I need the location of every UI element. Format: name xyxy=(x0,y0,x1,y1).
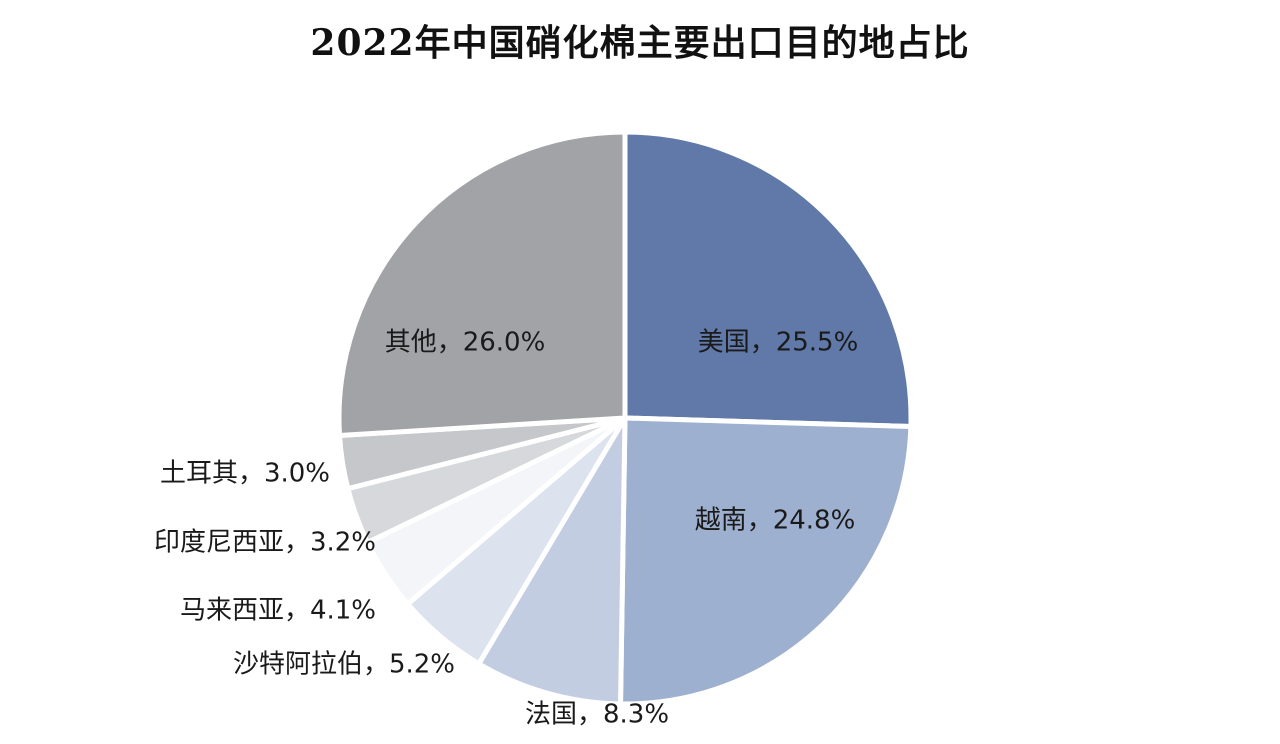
pie-slice-1 xyxy=(618,415,914,707)
slice-label-1: 越南，24.8% xyxy=(695,506,856,536)
chart-title: 2022年中国硝化棉主要出口目的地占比 xyxy=(310,22,970,64)
pie-slice-0 xyxy=(622,129,914,430)
slice-label-7: 其他，26.0% xyxy=(385,328,546,358)
pie-slice-2 xyxy=(476,415,628,707)
slice-label-2: 法国，8.3% xyxy=(525,700,669,730)
slice-label-0: 美国，25.5% xyxy=(698,328,859,358)
slice-label-5: 印度尼西亚，3.2% xyxy=(154,528,376,558)
slice-label-3: 沙特阿拉伯，5.2% xyxy=(233,650,455,680)
pie-slices xyxy=(336,129,914,707)
pie-slice-7 xyxy=(336,129,628,438)
slice-label-6: 土耳其，3.0% xyxy=(160,459,330,489)
slice-label-4: 马来西亚，4.1% xyxy=(180,596,376,626)
pie-labels: 美国，25.5% 越南，24.8% 法国，8.3% 沙特阿拉伯，5.2% 马来西亚，4.… xyxy=(154,328,858,730)
